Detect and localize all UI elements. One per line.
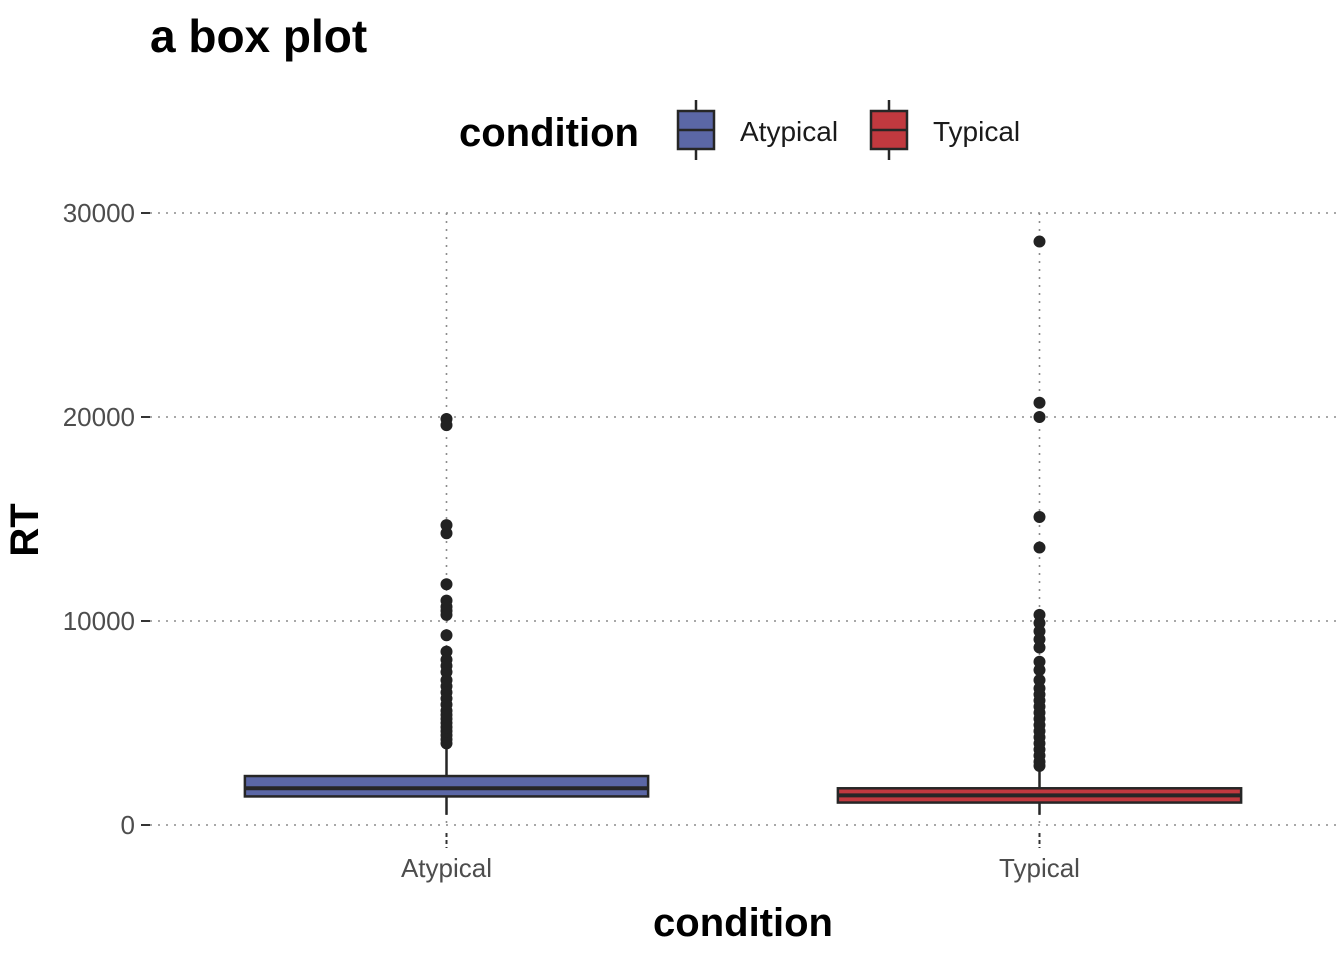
y-tick-label: 0 (121, 810, 135, 840)
legend-title: condition (459, 111, 639, 155)
legend-label: Atypical (740, 116, 838, 147)
y-tick-label: 30000 (63, 198, 135, 228)
legend-label: Typical (933, 116, 1020, 147)
outlier-point (1033, 541, 1046, 554)
outlier-point (440, 527, 453, 540)
x-axis-title: condition (653, 901, 833, 945)
outlier-point (440, 608, 453, 621)
legend: condition Atypical Typical (459, 100, 1020, 160)
y-axis-title: RT (3, 503, 47, 556)
x-tick-label: Typical (999, 853, 1080, 883)
outlier-point (440, 737, 453, 750)
box-body (243, 774, 650, 798)
outlier-point (1033, 641, 1046, 654)
box-typical (836, 235, 1243, 815)
outlier-point (1033, 235, 1046, 248)
legend-entry-typical: Typical (869, 100, 1020, 160)
grid-lines (150, 212, 1336, 826)
box-atypical (243, 413, 650, 815)
outlier-point (1033, 663, 1046, 676)
boxes (243, 235, 1243, 815)
y-tick-label: 10000 (63, 606, 135, 636)
outlier-point (440, 578, 453, 591)
outlier-point (1033, 396, 1046, 409)
y-tick-label: 20000 (63, 402, 135, 432)
outlier-point (1033, 510, 1046, 523)
chart-title: a box plot (150, 10, 367, 62)
outlier-point (1033, 759, 1046, 772)
outlier-point (440, 629, 453, 642)
legend-entry-atypical: Atypical (676, 100, 838, 160)
x-axis: Atypical Typical (401, 833, 1080, 883)
x-tick-label: Atypical (401, 853, 492, 883)
y-axis: 0 10000 20000 30000 (63, 198, 150, 840)
outlier-point (1033, 411, 1046, 423)
outlier-point (440, 419, 453, 432)
